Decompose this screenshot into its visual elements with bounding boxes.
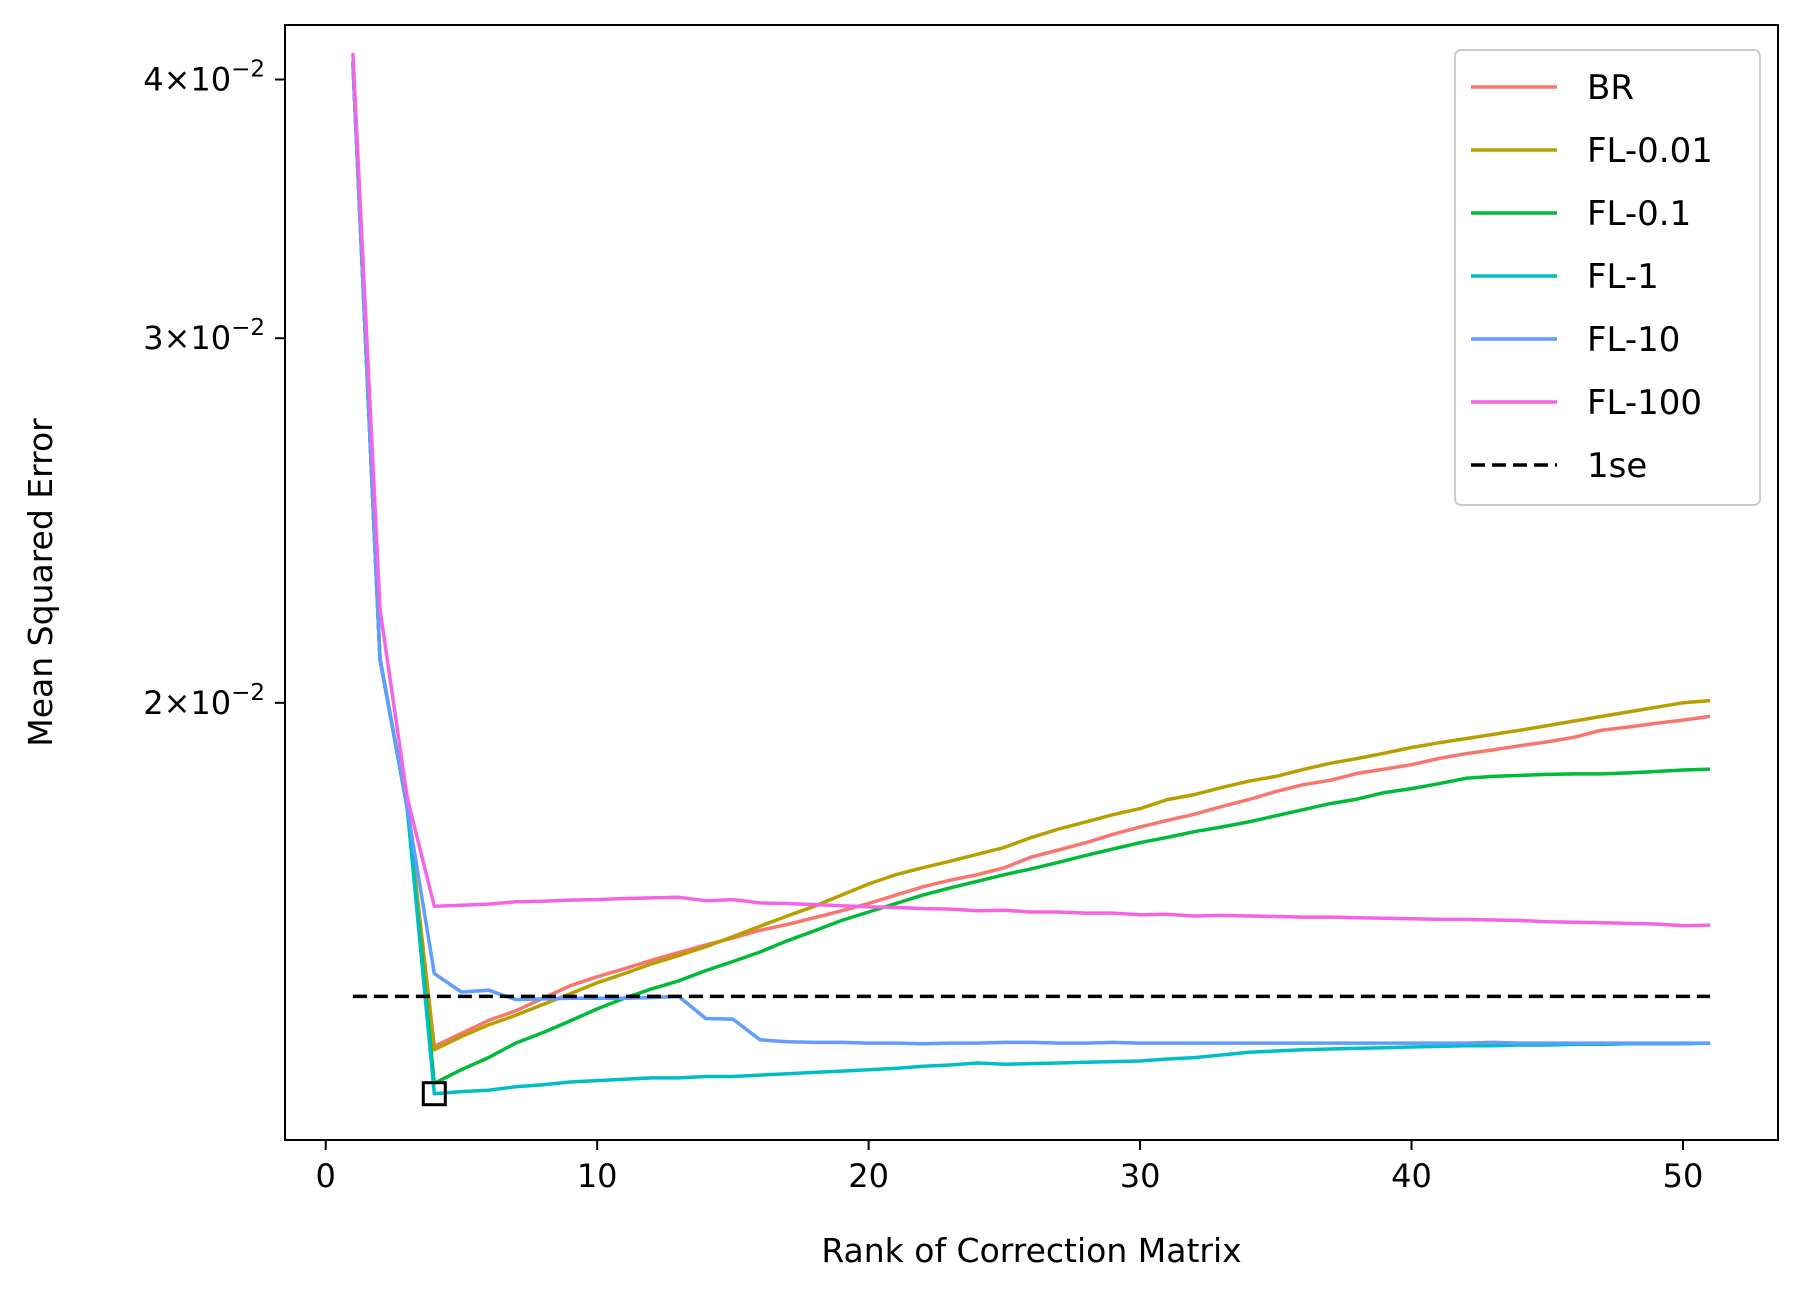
legend-label: FL-1 [1587,257,1659,297]
y-tick-exponent: −2 [231,57,265,83]
legend-label: FL-10 [1587,320,1680,360]
y-axis-label: Mean Squared Error [21,418,60,747]
y-tick-coefficient: 2 [143,684,163,722]
y-tick-times: × [164,684,191,722]
x-tick-label: 50 [1663,1157,1704,1195]
series-layer [351,52,1711,1096]
minimum-marker [421,1081,447,1107]
x-tick-label: 30 [1120,1157,1161,1195]
legend-label: 1se [1587,446,1647,486]
series-line-fl-0-01 [351,61,1711,1052]
series-line-br [351,61,1711,1049]
legend-label: FL-100 [1587,383,1702,423]
x-tick-label: 20 [848,1157,889,1195]
legend-box [1454,49,1761,506]
series-line-fl-1 [351,61,1711,1096]
y-tick-base: 10 [190,61,231,99]
x-axis-label: Rank of Correction Matrix [821,1231,1241,1270]
series-line-fl-0-1 [351,61,1711,1086]
series-line-fl-100 [351,52,1711,928]
plot-area [284,24,1779,1141]
legend: BR FL-0.01 FL-0.1 FL-1 FL-10 FL-100 1se [1454,49,1761,506]
y-tick-coefficient: 3 [143,319,163,357]
y-tick-label: 4×10−2 [143,57,265,99]
y-tick-base: 10 [190,684,231,722]
y-tick-exponent: −2 [231,315,265,341]
y-tick-label: 2×10−2 [143,680,265,722]
axes-frame [284,24,1779,1141]
y-tick-times: × [164,319,191,357]
x-tick-label: 10 [577,1157,618,1195]
legend-label: FL-0.01 [1587,131,1713,171]
marker-layer [421,1081,447,1107]
legend-label: FL-0.1 [1587,194,1691,234]
y-tick-exponent: −2 [231,680,265,706]
series-line-fl-10 [351,61,1711,1046]
y-tick-times: × [164,61,191,99]
x-tick-label: 0 [316,1157,336,1195]
x-axis: 0 10 20 30 40 50 [316,1140,1704,1195]
y-tick-base: 10 [190,319,231,357]
x-tick-label: 40 [1391,1157,1432,1195]
y-axis: 2×10−23×10−24×10−2 [143,57,285,722]
y-tick-coefficient: 4 [143,61,163,99]
legend-label: BR [1587,68,1634,108]
y-tick-label: 3×10−2 [143,315,265,357]
